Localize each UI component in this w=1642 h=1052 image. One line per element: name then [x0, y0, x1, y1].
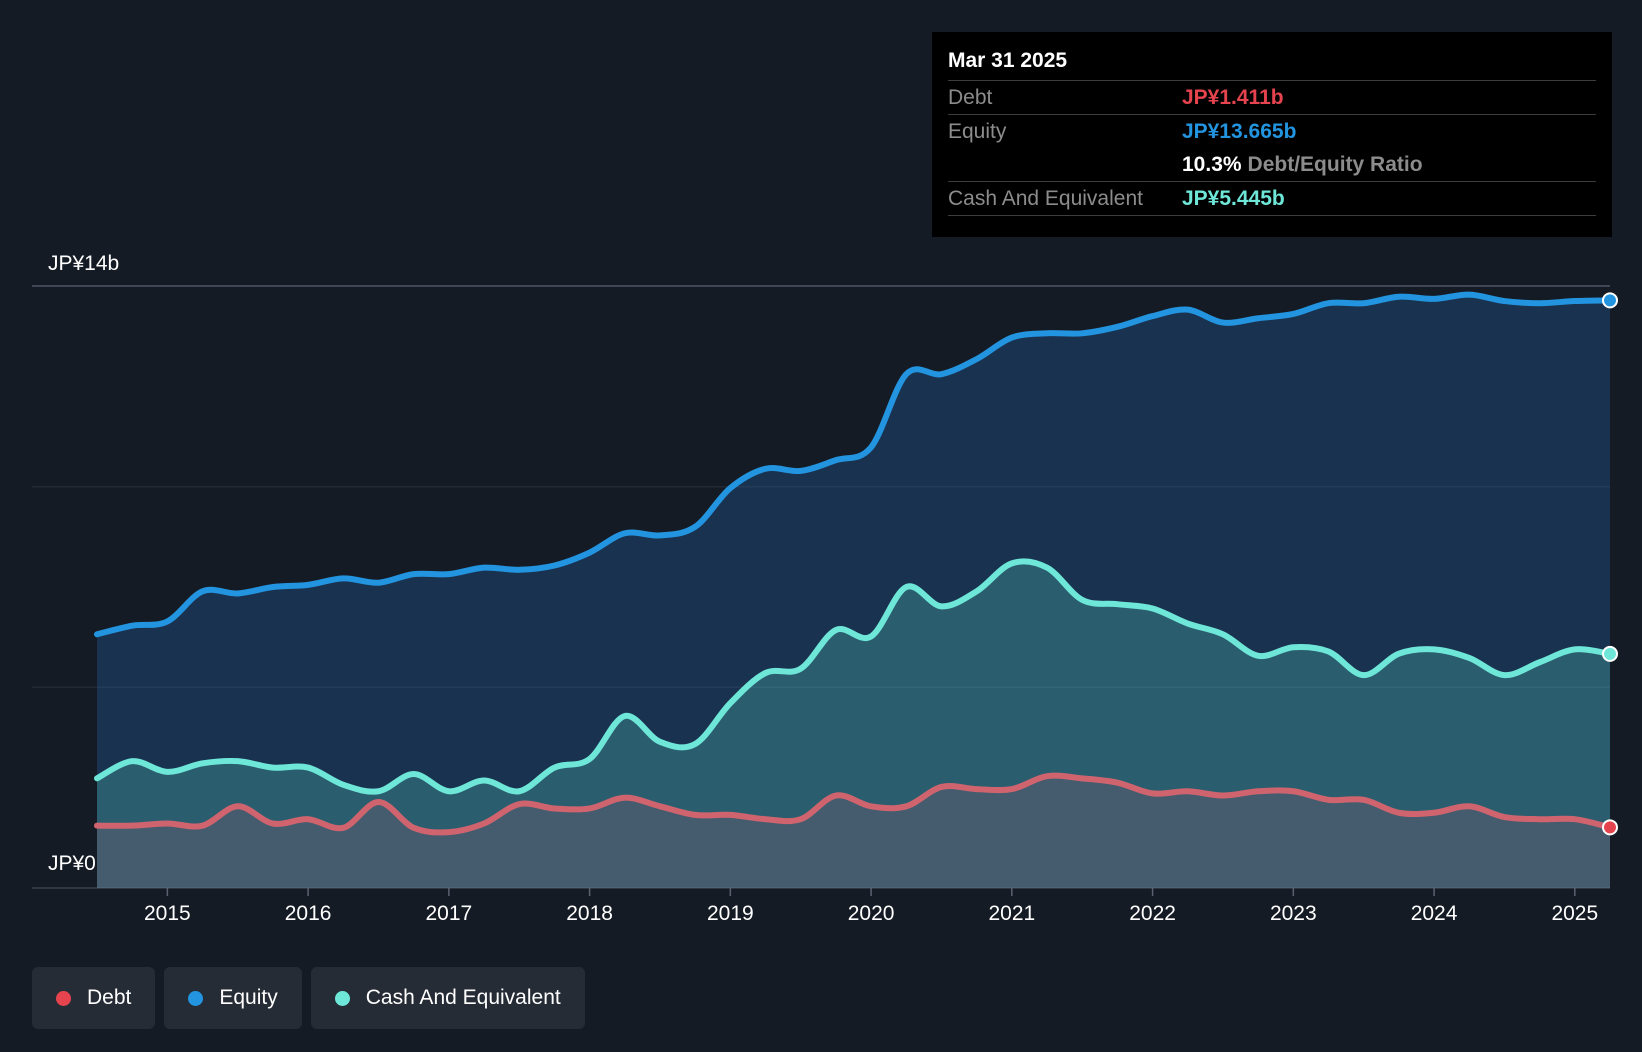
tooltip-debt-value: JP¥1.411b — [1182, 86, 1284, 109]
legend-label-equity: Equity — [219, 986, 278, 1009]
x-tick-label: 2016 — [285, 902, 332, 925]
tooltip-row-ratio: 10.3% Debt/Equity Ratio — [948, 148, 1596, 181]
cash-end-marker — [1602, 645, 1618, 662]
tooltip-row-cash: Cash And Equivalent JP¥5.445b — [948, 181, 1596, 216]
grid-lines — [32, 285, 1610, 889]
debt-area — [97, 775, 1610, 888]
tooltip-ratio-value: 10.3% — [1182, 153, 1242, 176]
debt-end-marker — [1602, 819, 1618, 836]
equity-line — [94, 291, 1613, 638]
tooltip-ratio-label: Debt/Equity Ratio — [1247, 153, 1423, 176]
y-axis-bottom-label: JP¥0 — [48, 852, 96, 875]
tooltip-row-equity: Equity JP¥13.665b — [948, 114, 1596, 148]
series-lines — [94, 291, 1613, 836]
y-axis-top-label: JP¥14b — [48, 252, 119, 275]
x-tick-label: 2023 — [1270, 902, 1317, 925]
tooltip-date: Mar 31 2025 — [948, 49, 1068, 72]
legend-label-cash: Cash And Equivalent — [365, 986, 561, 1009]
x-tick-label: 2018 — [566, 902, 613, 925]
x-tick-label: 2024 — [1411, 902, 1458, 925]
tooltip-cash-value: JP¥5.445b — [1182, 187, 1285, 210]
data-tooltip: Mar 31 2025 Debt JP¥1.411b Equity JP¥13.… — [932, 32, 1612, 237]
legend-dot-cash — [334, 990, 350, 1006]
x-tick-label: 2017 — [426, 902, 473, 925]
tooltip-cash-label: Cash And Equivalent — [948, 187, 1143, 210]
cash-line — [94, 558, 1613, 795]
tooltip-equity-value: JP¥13.665b — [1182, 120, 1297, 143]
x-tick-label: 2020 — [848, 902, 895, 925]
x-tick-label: 2015 — [144, 902, 191, 925]
x-tick-label: 2021 — [988, 902, 1035, 925]
x-tick-label: 2025 — [1551, 902, 1598, 925]
legend-dot-equity — [188, 990, 204, 1006]
legend-item-debt[interactable]: Debt — [32, 967, 156, 1029]
end-markers — [1602, 292, 1618, 836]
legend-item-equity[interactable]: Equity — [164, 967, 302, 1029]
tooltip-row-debt: Debt JP¥1.411b — [948, 80, 1596, 114]
legend-dot-debt — [56, 990, 71, 1006]
x-tick-label: 2022 — [1129, 902, 1176, 925]
tooltip-debt-label: Debt — [948, 86, 993, 109]
chart-legend: Debt Equity Cash And Equivalent — [32, 967, 585, 1029]
x-tick-label: 2019 — [707, 902, 754, 925]
equity-area — [97, 294, 1610, 888]
legend-label-debt: Debt — [87, 986, 132, 1009]
debt-line — [94, 772, 1613, 836]
equity-end-marker — [1602, 292, 1618, 309]
legend-item-cash[interactable]: Cash And Equivalent — [310, 967, 585, 1029]
x-axis: 2015 2016 2017 2018 2019 2020 2021 2022 2023 2024… — [144, 888, 1598, 925]
tooltip-equity-label: Equity — [948, 120, 1007, 143]
